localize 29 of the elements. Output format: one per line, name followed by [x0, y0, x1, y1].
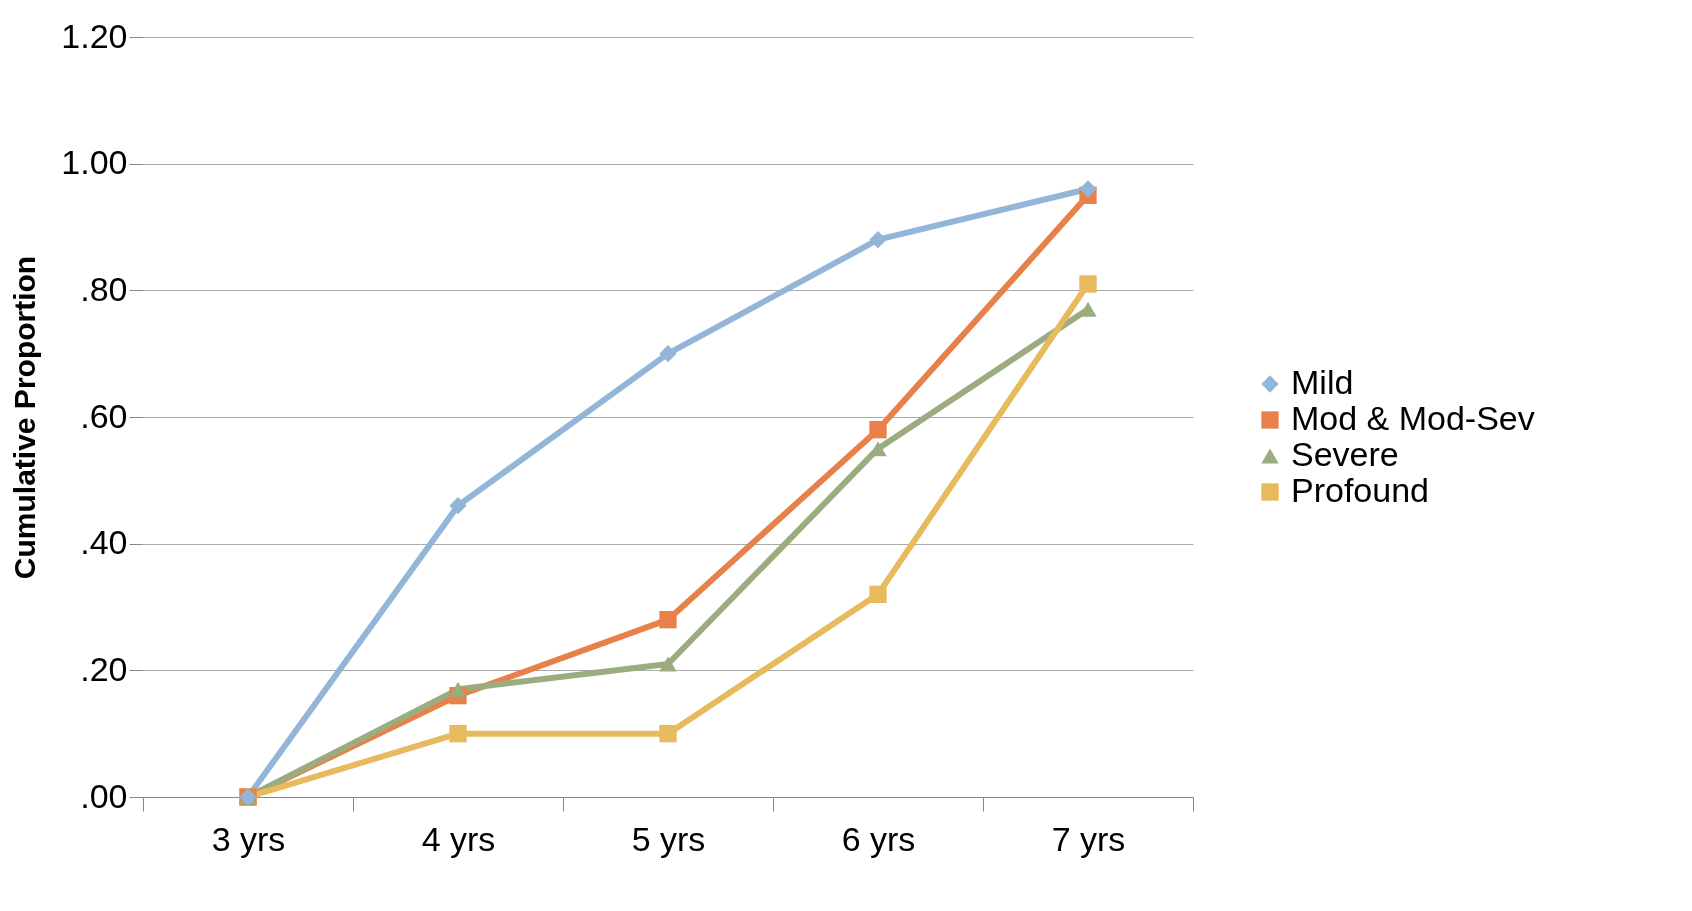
point: [869, 585, 887, 603]
point: [449, 497, 467, 515]
y-axis-title: Cumulative Proportion: [8, 255, 42, 580]
x-tick-label: 5 yrs: [631, 819, 706, 858]
y-tick-label: 1.00: [61, 143, 128, 182]
x-tick-label: 7 yrs: [1051, 819, 1126, 858]
x-tick-label: 3 yrs: [211, 819, 286, 858]
x-tick-label: 6 yrs: [841, 819, 916, 858]
point: [1079, 275, 1097, 293]
point: [869, 231, 887, 249]
point: [659, 656, 677, 672]
x-tick-label: 4 yrs: [421, 819, 496, 858]
y-tick-label: .00: [80, 776, 128, 815]
legend-label: Profound: [1291, 471, 1429, 509]
legend-label: Severe: [1291, 435, 1399, 473]
y-tick-label: .20: [80, 649, 128, 688]
y-tick-label: .60: [80, 396, 128, 435]
y-tick-label: 1.20: [61, 16, 128, 55]
point: [449, 681, 467, 697]
legend-label: Mod & Mod-Sev: [1291, 399, 1535, 437]
y-tick-label: .40: [80, 523, 128, 562]
point: [659, 345, 677, 363]
point: [659, 611, 677, 629]
legend-label: Mild: [1291, 363, 1354, 401]
point: [1079, 180, 1097, 198]
point: [659, 725, 677, 743]
point: [869, 421, 887, 439]
y-tick-label: .80: [80, 269, 128, 308]
point: [449, 725, 467, 743]
